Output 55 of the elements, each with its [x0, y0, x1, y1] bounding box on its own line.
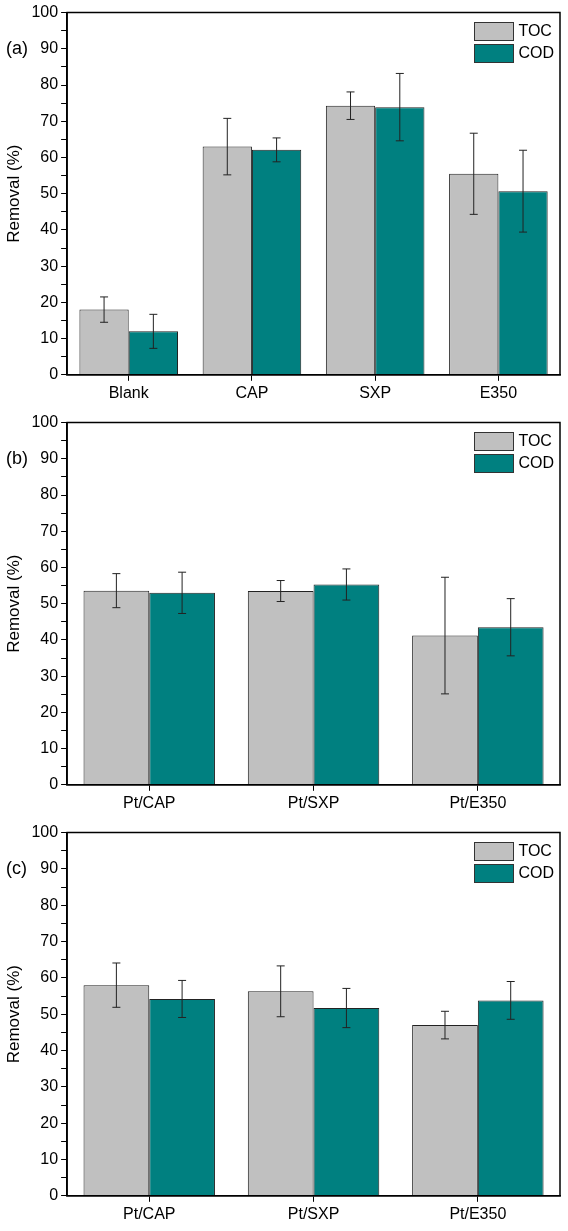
y-axis-title: Removal (%): [3, 144, 23, 243]
y-tick-label: 60: [40, 557, 59, 575]
y-tick-label: 100: [31, 823, 59, 841]
x-tick-label: Pt/E350: [449, 1204, 507, 1222]
legend-label: TOC: [518, 432, 552, 450]
legend-label: COD: [518, 44, 554, 62]
y-axis-title: Removal (%): [3, 965, 23, 1064]
y-tick-label: 10: [40, 738, 59, 756]
x-tick-label: Pt/CAP: [123, 1204, 176, 1222]
y-tick-label: 40: [40, 220, 59, 238]
y-tick-label: 70: [40, 931, 59, 949]
legend-label: TOC: [518, 22, 552, 40]
y-tick-label: 20: [40, 702, 59, 720]
legend-label: COD: [518, 864, 554, 882]
legend-label: TOC: [518, 842, 552, 860]
x-tick-label: CAP: [235, 383, 269, 401]
y-tick-label: 90: [40, 39, 59, 57]
y-tick-label: 0: [49, 1186, 59, 1204]
y-tick-label: 80: [40, 75, 59, 93]
y-tick-label: 30: [40, 256, 59, 274]
x-tick-label: Blank: [108, 383, 150, 401]
y-tick-label: 80: [40, 895, 59, 913]
y-tick-label: 10: [40, 328, 59, 346]
y-tick-label: 40: [40, 1040, 59, 1058]
y-tick-label: 20: [40, 292, 59, 310]
y-tick-label: 60: [40, 147, 59, 165]
x-tick-label: SXP: [359, 383, 392, 401]
y-tick-label: 20: [40, 1113, 59, 1131]
x-tick-label: Pt/E350: [449, 793, 507, 811]
y-tick-label: 100: [31, 413, 59, 431]
y-tick-label: 70: [40, 111, 59, 129]
x-tick-label: Pt/SXP: [287, 1204, 340, 1222]
y-tick-label: 10: [40, 1149, 59, 1167]
y-tick-label: 60: [40, 968, 59, 986]
x-tick-label: Pt/CAP: [123, 793, 176, 811]
y-tick-label: 40: [40, 630, 59, 648]
y-tick-label: 90: [40, 449, 59, 467]
y-tick-label: 50: [40, 1004, 59, 1022]
y-tick-label: 70: [40, 521, 59, 539]
text: (a): [6, 37, 28, 58]
text: (c): [6, 857, 27, 878]
y-tick-label: 100: [31, 3, 59, 21]
y-axis-title: Removal (%): [3, 554, 23, 653]
text: (b): [6, 447, 28, 468]
y-tick-label: 50: [40, 594, 59, 612]
x-tick-label: Pt/SXP: [287, 793, 340, 811]
y-tick-label: 0: [49, 775, 59, 793]
y-tick-label: 50: [40, 184, 59, 202]
x-tick-label: E350: [479, 383, 518, 401]
y-tick-label: 80: [40, 485, 59, 503]
y-tick-label: 30: [40, 1077, 59, 1095]
y-tick-label: 0: [49, 365, 59, 383]
y-tick-label: 30: [40, 666, 59, 684]
legend-label: COD: [518, 454, 554, 472]
y-tick-label: 90: [40, 859, 59, 877]
